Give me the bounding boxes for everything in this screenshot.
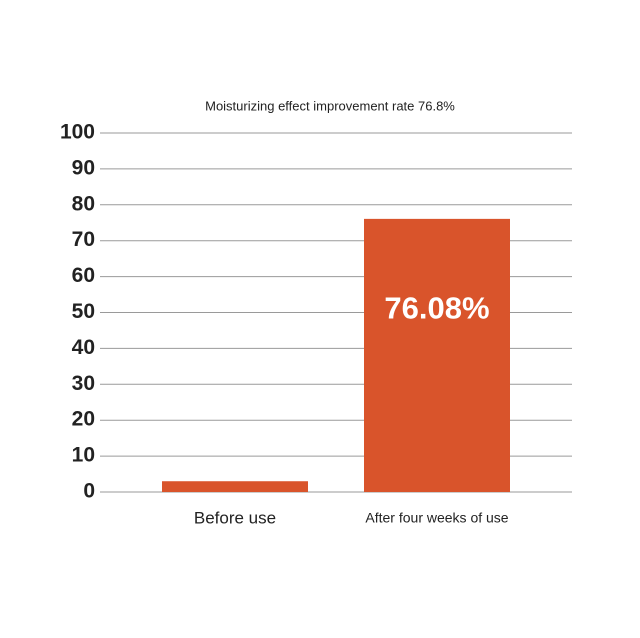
y-tick-label: 60: [72, 264, 95, 287]
bar: [162, 481, 308, 492]
chart-title: Moisturizing effect improvement rate 76.…: [205, 98, 455, 113]
x-tick-label: Before use: [194, 508, 276, 527]
y-tick-label: 20: [72, 408, 95, 431]
y-tick-label: 10: [72, 444, 95, 467]
y-tick-label: 80: [72, 192, 95, 215]
y-tick-label: 0: [83, 480, 95, 503]
y-tick-label: 90: [72, 156, 95, 179]
value-label: 76.08%: [384, 291, 489, 326]
y-tick-label: 40: [72, 336, 95, 359]
y-tick-label: 50: [72, 300, 95, 323]
y-tick-label: 70: [72, 228, 95, 251]
bar: [364, 218, 510, 492]
y-tick-label: 30: [72, 372, 95, 395]
x-tick-label: After four weeks of use: [365, 510, 508, 526]
y-tick-label: 100: [60, 121, 95, 144]
